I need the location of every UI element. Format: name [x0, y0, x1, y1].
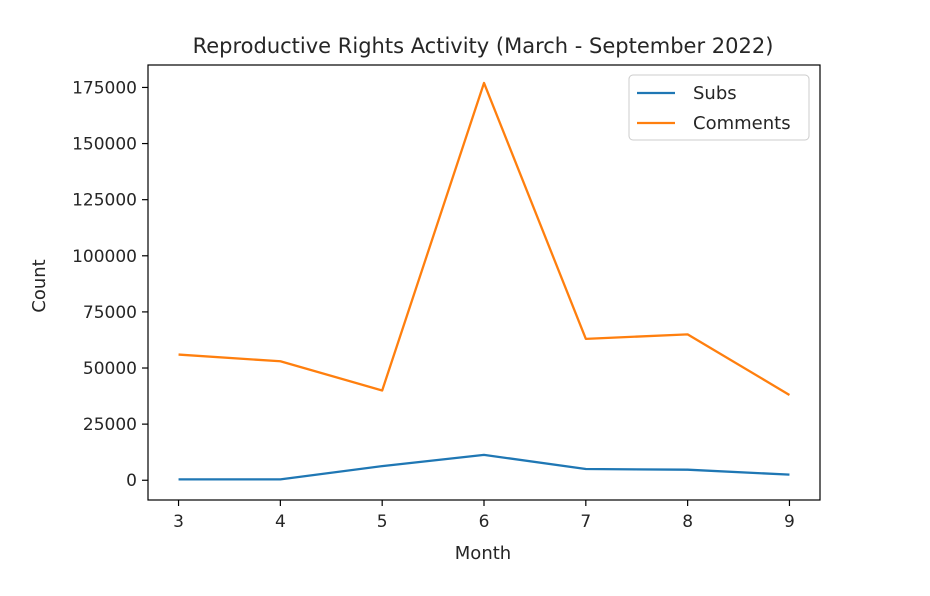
y-tick-label: 125000 [72, 191, 137, 211]
x-axis-title: Month [455, 543, 511, 564]
y-axis: 0 25000 50000 75000 100000 125000 150000 175000 [72, 78, 148, 491]
series-layer [178, 81, 791, 481]
x-tick-label: 5 [377, 512, 388, 532]
x-tick-label: 8 [682, 512, 693, 532]
legend: Subs Comments [628, 74, 810, 141]
x-tick-label: 6 [479, 512, 490, 532]
y-tick-label: 25000 [83, 415, 137, 435]
y-tick-label: 0 [126, 471, 137, 491]
y-tick-label: 50000 [83, 359, 137, 379]
y-tick-label: 150000 [72, 135, 137, 155]
legend-label: Subs [693, 83, 737, 104]
chart-title: Reproductive Rights Activity (March - Se… [193, 34, 774, 58]
x-tick-label: 3 [173, 512, 184, 532]
x-tick-label: 4 [275, 512, 286, 532]
series-line-subs [178, 453, 790, 481]
y-tick-label: 175000 [72, 78, 137, 98]
plot-frame [147, 64, 821, 501]
y-tick-label: 100000 [72, 247, 137, 267]
x-axis: 3 4 5 6 7 8 9 [173, 500, 795, 532]
y-axis-title: Count [29, 259, 50, 312]
y-tick-label: 75000 [83, 303, 137, 323]
x-tick-label: 7 [580, 512, 591, 532]
series-line-comments [178, 81, 791, 396]
legend-label: Comments [693, 113, 791, 134]
x-tick-label: 9 [784, 512, 795, 532]
